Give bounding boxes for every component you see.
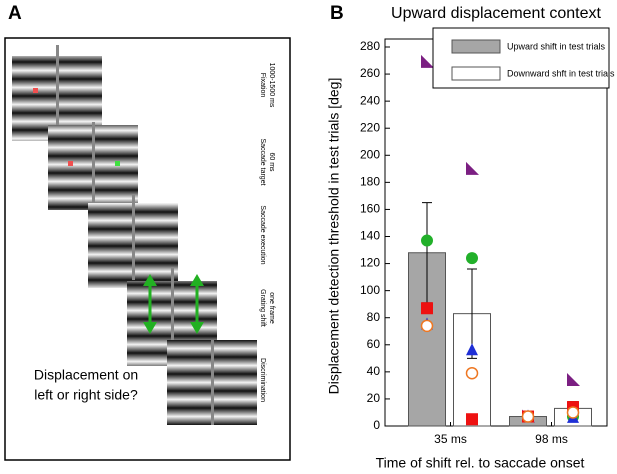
subject-marker <box>420 319 434 333</box>
step-label: Grating shift <box>259 289 266 327</box>
subject-marker <box>465 366 479 380</box>
x-axis-label: Time of shift rel. to saccade onset <box>376 455 585 471</box>
y-tick-label: 140 <box>360 229 380 243</box>
y-tick-label: 280 <box>360 39 380 53</box>
y-tick-label: 60 <box>367 337 381 351</box>
step-label: 1000-1500 ms <box>268 63 275 108</box>
step-label: Saccade execution <box>259 205 266 264</box>
x-tick-label: 98 ms <box>535 432 568 446</box>
y-tick-label: 200 <box>360 147 380 161</box>
y-tick-label: 180 <box>360 175 380 189</box>
arrow-head <box>143 274 157 334</box>
question: left or right side? <box>34 387 138 403</box>
y-tick-label: 260 <box>360 66 380 80</box>
subject-marker <box>566 406 580 419</box>
y-tick-label: 240 <box>360 93 380 107</box>
grating-split <box>211 340 214 425</box>
chart-title: Upward displacement context <box>391 5 601 22</box>
subject-marker <box>466 413 478 426</box>
legend-swatch <box>451 39 501 54</box>
subject-marker <box>466 252 478 265</box>
step-label: one frame <box>268 292 275 324</box>
panel-label: A <box>8 3 22 24</box>
arrow-head <box>190 274 204 334</box>
legend-label: Downward shft in test trials <box>507 68 615 78</box>
y-tick-label: 40 <box>367 364 381 378</box>
subject-marker <box>466 343 478 356</box>
grating-split <box>132 195 135 280</box>
subject-marker <box>521 410 535 423</box>
subject-marker <box>466 161 479 175</box>
panel-label: B <box>330 3 344 24</box>
step-label: 60 ms <box>268 152 275 172</box>
panel-a: A Fixation 1000-1500 ms Saccade target 60 m… <box>4 3 291 461</box>
y-tick-label: 160 <box>360 202 380 216</box>
fixation-dot <box>33 88 38 93</box>
subject-marker <box>421 234 433 247</box>
fixation-dot <box>68 161 73 166</box>
y-tick-label: 120 <box>360 256 380 270</box>
grating-split <box>171 268 174 353</box>
question: Displacement on <box>34 367 138 383</box>
legend-label: Upward shift in test trials <box>507 41 606 51</box>
panel-b: B Upward displacement context Displaceme… <box>326 3 615 471</box>
grating-split <box>92 122 95 207</box>
y-tick-label: 220 <box>360 120 380 134</box>
step-label: Saccade target <box>259 138 266 185</box>
y-axis-label: Displacement detection threshold in test… <box>326 78 342 395</box>
y-tick-label: 20 <box>367 391 381 405</box>
grating-split <box>56 45 59 130</box>
subject-marker <box>567 372 580 386</box>
y-tick-label: 0 <box>373 418 380 432</box>
y-tick-label: 80 <box>367 310 381 324</box>
y-tick-label: 100 <box>360 283 380 297</box>
step-label: Discrimination <box>259 358 266 402</box>
frame <box>4 37 291 461</box>
subject-marker <box>421 302 433 315</box>
subject-marker <box>421 54 434 68</box>
legend-swatch <box>451 66 501 81</box>
step-label: Fixation <box>259 73 266 98</box>
x-tick-label: 35 ms <box>434 432 467 446</box>
target-dot <box>115 161 120 166</box>
